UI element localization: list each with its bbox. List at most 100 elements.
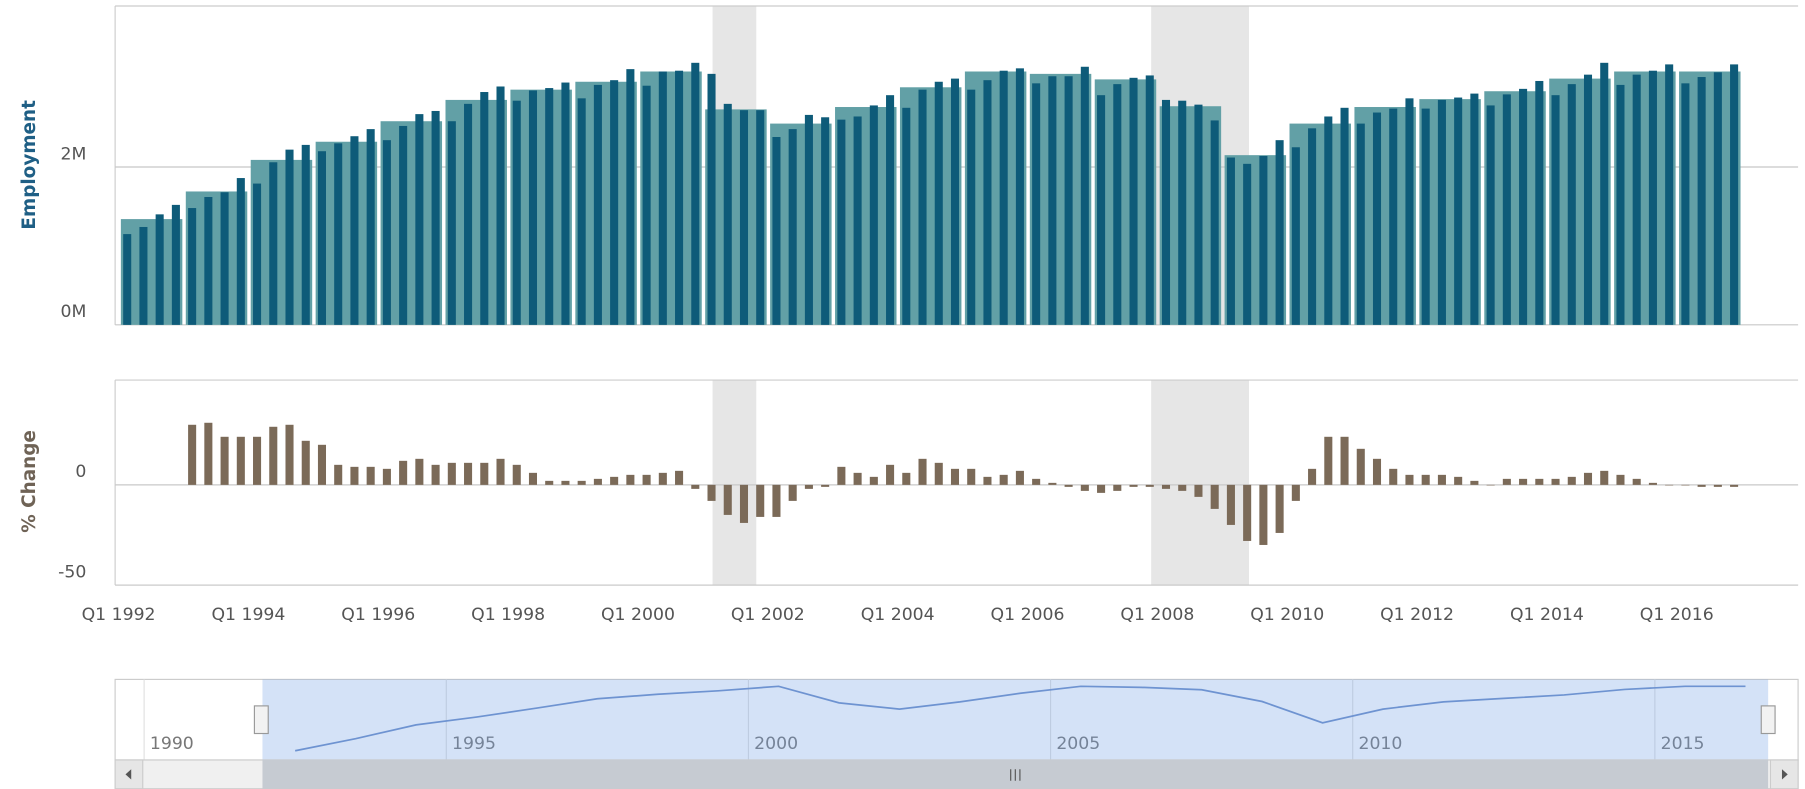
x-tick-label: Q1 2004 <box>861 605 935 625</box>
bar <box>253 436 262 485</box>
bar <box>642 474 651 485</box>
bar <box>1437 474 1446 485</box>
bar <box>512 464 521 485</box>
bar <box>675 70 684 325</box>
bar <box>155 214 164 325</box>
bar <box>1356 448 1365 485</box>
bar <box>950 78 960 325</box>
bar <box>1324 116 1333 325</box>
bar <box>1535 80 1544 325</box>
bar <box>188 424 197 485</box>
bar <box>139 226 148 325</box>
bar <box>1454 97 1463 325</box>
arrow <box>125 769 132 780</box>
bar <box>236 178 245 325</box>
x-tick-label: Q1 2000 <box>601 605 675 625</box>
bar <box>756 484 765 517</box>
bar <box>1551 478 1560 485</box>
bar <box>1697 484 1706 487</box>
bar <box>626 474 635 485</box>
bar <box>934 462 943 485</box>
bar <box>804 114 813 325</box>
x-tick-label: Q1 1992 <box>82 605 156 625</box>
bar <box>1161 99 1171 325</box>
bar <box>1308 468 1317 485</box>
bar <box>285 149 294 325</box>
bar <box>658 71 667 325</box>
bar <box>1097 484 1106 493</box>
x-tick-label: Q1 2014 <box>1510 605 1584 625</box>
bar <box>545 88 554 325</box>
bar <box>1421 108 1430 325</box>
bar <box>1340 107 1349 325</box>
bar <box>1405 98 1414 325</box>
bar <box>1129 484 1138 487</box>
bar <box>691 62 700 325</box>
plot-band <box>712 380 757 586</box>
bar <box>399 125 408 325</box>
bar <box>512 100 521 325</box>
arrow <box>1781 769 1788 780</box>
bar <box>983 80 992 325</box>
bar <box>869 476 878 485</box>
bar <box>1308 128 1317 325</box>
bar <box>1097 95 1106 325</box>
navigator <box>114 678 1799 761</box>
navigator-selection[interactable] <box>262 679 1769 760</box>
bar <box>821 484 830 487</box>
bar <box>658 472 667 485</box>
bar <box>675 470 684 485</box>
bar <box>1210 484 1219 509</box>
bar <box>642 85 651 325</box>
bar <box>1567 84 1576 325</box>
bar <box>1486 105 1495 325</box>
bar <box>1259 484 1268 545</box>
bar <box>204 196 213 325</box>
bar <box>1243 163 1252 325</box>
bar <box>1275 484 1284 533</box>
bar <box>1551 95 1560 325</box>
y-tick-label: 0 <box>75 462 86 482</box>
x-tick-label: Q1 2016 <box>1640 605 1714 625</box>
bar <box>1713 484 1722 487</box>
bar <box>1113 84 1122 325</box>
bar <box>1194 484 1203 497</box>
navigator-handle[interactable] <box>1760 705 1776 735</box>
navigator-handle[interactable] <box>253 705 269 735</box>
bar <box>528 472 538 485</box>
bar <box>561 480 570 485</box>
bar <box>123 234 132 325</box>
bar <box>464 103 473 325</box>
bar <box>382 140 391 325</box>
bar <box>1064 76 1073 325</box>
bar <box>1356 123 1365 325</box>
bar <box>1340 436 1349 485</box>
bar <box>756 110 765 325</box>
bar <box>577 480 586 485</box>
bar <box>1681 83 1690 325</box>
bar <box>220 192 229 325</box>
bar <box>1583 74 1593 325</box>
bar <box>1519 478 1528 485</box>
bar <box>1437 99 1446 325</box>
bar <box>1502 478 1511 485</box>
bar <box>1080 66 1089 325</box>
bar <box>707 484 716 501</box>
bar <box>1697 77 1706 325</box>
bar <box>1713 72 1722 325</box>
bar <box>837 466 846 485</box>
nav-tick-label: 1995 <box>452 734 496 754</box>
bar <box>1648 482 1657 485</box>
bar <box>902 472 911 485</box>
bar <box>610 80 619 325</box>
bar <box>220 436 229 485</box>
bar <box>350 136 359 325</box>
bar <box>269 426 278 485</box>
bar <box>1405 474 1414 485</box>
bar <box>431 464 440 485</box>
bar <box>431 110 440 325</box>
bar <box>171 204 180 325</box>
bar <box>1665 484 1674 486</box>
bar <box>545 480 554 485</box>
bar <box>1032 478 1041 485</box>
